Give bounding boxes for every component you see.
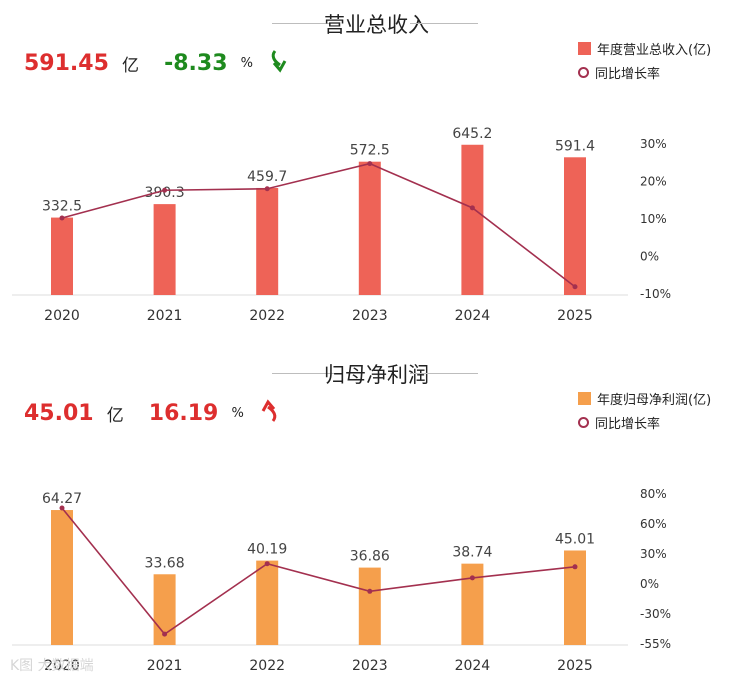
title-divider-right xyxy=(410,23,478,24)
bar-value-label: 36.86 xyxy=(350,549,390,565)
profit-headline: 45.01 亿 16.19 % xyxy=(24,398,281,434)
revenue-title-row: 营业总收入 xyxy=(0,8,753,38)
legend-bar-label: 年度归母净利润(亿) xyxy=(597,392,712,408)
revenue-panel: 营业总收入 591.45 亿 -8.33 % 年度营业总收入(亿) 同比增长率 … xyxy=(0,0,753,340)
x-tick-label: 2021 xyxy=(147,308,183,324)
profit-legend: 年度归母净利润(亿) 同比增长率 xyxy=(578,386,711,434)
y-right-tick-label: 20% xyxy=(640,175,667,189)
growth-point xyxy=(162,631,168,637)
down-arrow-icon xyxy=(268,48,290,78)
bar-value-label: 390.3 xyxy=(145,185,185,201)
bar xyxy=(153,204,176,295)
profit-pct-unit: % xyxy=(231,405,244,421)
growth-point xyxy=(59,215,65,221)
y-right-tick-label: -30% xyxy=(640,607,671,621)
x-tick-label: 2025 xyxy=(557,658,593,674)
x-tick-label: 2020 xyxy=(44,308,80,324)
revenue-value: 591.45 xyxy=(24,50,109,76)
y-right-tick-label: 30% xyxy=(640,137,667,151)
legend-bar-label: 年度营业总收入(亿) xyxy=(597,42,712,58)
bar-value-label: 645.2 xyxy=(452,126,492,142)
bar-value-label: 40.19 xyxy=(247,542,287,558)
revenue-headline: 591.45 亿 -8.33 % xyxy=(24,48,290,84)
bar xyxy=(461,144,484,295)
x-tick-label: 2025 xyxy=(557,308,593,324)
y-right-tick-label: 0% xyxy=(640,250,659,264)
profit-growth-pct: 16.19 xyxy=(148,400,219,426)
revenue-title: 营业总收入 xyxy=(324,13,429,37)
revenue-pct-unit: % xyxy=(240,55,253,71)
legend-item-line: 同比增长率 xyxy=(578,410,711,434)
y-right-tick-label: 30% xyxy=(640,547,667,561)
bar xyxy=(564,550,586,645)
bar xyxy=(51,217,73,295)
bar-value-label: 332.5 xyxy=(42,199,82,215)
profit-value: 45.01 xyxy=(24,400,94,426)
bar-value-label: 45.01 xyxy=(555,531,595,547)
legend-bar-swatch xyxy=(578,41,591,55)
legend-line-marker xyxy=(578,66,589,78)
x-tick-label: 2024 xyxy=(455,658,491,674)
revenue-growth-pct: -8.33 xyxy=(164,50,228,76)
profit-panel: 归母净利润 45.01 亿 16.19 % 年度归母净利润(亿) 同比增长率 6… xyxy=(0,350,753,683)
y-right-tick-label: -55% xyxy=(640,637,671,651)
bar xyxy=(51,510,73,645)
x-tick-label: 2023 xyxy=(352,308,388,324)
revenue-unit: 亿 xyxy=(122,55,139,76)
growth-point xyxy=(469,575,475,581)
legend-line-label: 同比增长率 xyxy=(595,416,661,432)
bar-value-label: 38.74 xyxy=(452,545,492,561)
title-divider-right xyxy=(410,373,478,374)
x-tick-label: 2024 xyxy=(455,308,491,324)
revenue-legend: 年度营业总收入(亿) 同比增长率 xyxy=(578,36,711,84)
x-tick-label: 2022 xyxy=(249,308,285,324)
legend-item-bar: 年度归母净利润(亿) xyxy=(578,386,711,410)
bar-value-label: 64.27 xyxy=(42,491,82,507)
growth-point xyxy=(572,284,578,290)
watermark: K图 大数据端 xyxy=(10,658,94,674)
growth-point xyxy=(469,205,475,211)
growth-point xyxy=(264,561,270,567)
y-right-tick-label: 10% xyxy=(640,212,667,226)
profit-chart: 64.27 2020 33.68 2021 40.19 2022 36.86 2023 38.7… xyxy=(12,487,671,674)
legend-item-bar: 年度营业总收入(亿) xyxy=(578,36,711,60)
bar xyxy=(358,567,381,645)
growth-line xyxy=(61,507,576,636)
x-tick-label: 2021 xyxy=(147,658,183,674)
bar-value-label: 591.4 xyxy=(555,138,595,154)
x-tick-label: 2022 xyxy=(249,658,285,674)
legend-item-line: 同比增长率 xyxy=(578,60,711,84)
growth-point xyxy=(162,187,168,193)
bar-value-label: 33.68 xyxy=(145,555,185,571)
y-right-tick-label: 80% xyxy=(640,487,667,501)
growth-line xyxy=(61,162,576,288)
growth-point xyxy=(367,161,373,167)
y-right-tick-label: 0% xyxy=(640,577,659,591)
x-tick-label: 2023 xyxy=(352,658,388,674)
legend-bar-swatch xyxy=(578,391,591,405)
growth-point xyxy=(367,588,373,594)
growth-point xyxy=(59,505,65,511)
bar xyxy=(564,157,586,295)
profit-unit: 亿 xyxy=(106,405,124,426)
bar xyxy=(256,560,279,645)
bar xyxy=(461,563,484,645)
x-tick-label: 2020 xyxy=(44,658,80,674)
bar-value-label: 572.5 xyxy=(350,143,390,159)
legend-line-marker xyxy=(578,416,589,428)
growth-point xyxy=(264,186,270,192)
bar-value-label: 459.7 xyxy=(247,169,287,185)
growth-point xyxy=(572,564,578,570)
profit-title: 归母净利润 xyxy=(324,363,429,387)
legend-line-label: 同比增长率 xyxy=(595,66,661,82)
bar xyxy=(358,161,381,295)
up-arrow-icon xyxy=(259,398,281,428)
y-right-tick-label: 60% xyxy=(640,517,667,531)
profit-title-row: 归母净利润 xyxy=(0,358,753,388)
revenue-chart: 332.5 2020 390.3 2021 459.7 2022 572.5 2023 645.… xyxy=(12,126,671,324)
title-divider-left xyxy=(272,373,340,374)
y-right-tick-label: -10% xyxy=(640,287,671,301)
bar xyxy=(256,187,279,295)
title-divider-left xyxy=(272,23,340,24)
